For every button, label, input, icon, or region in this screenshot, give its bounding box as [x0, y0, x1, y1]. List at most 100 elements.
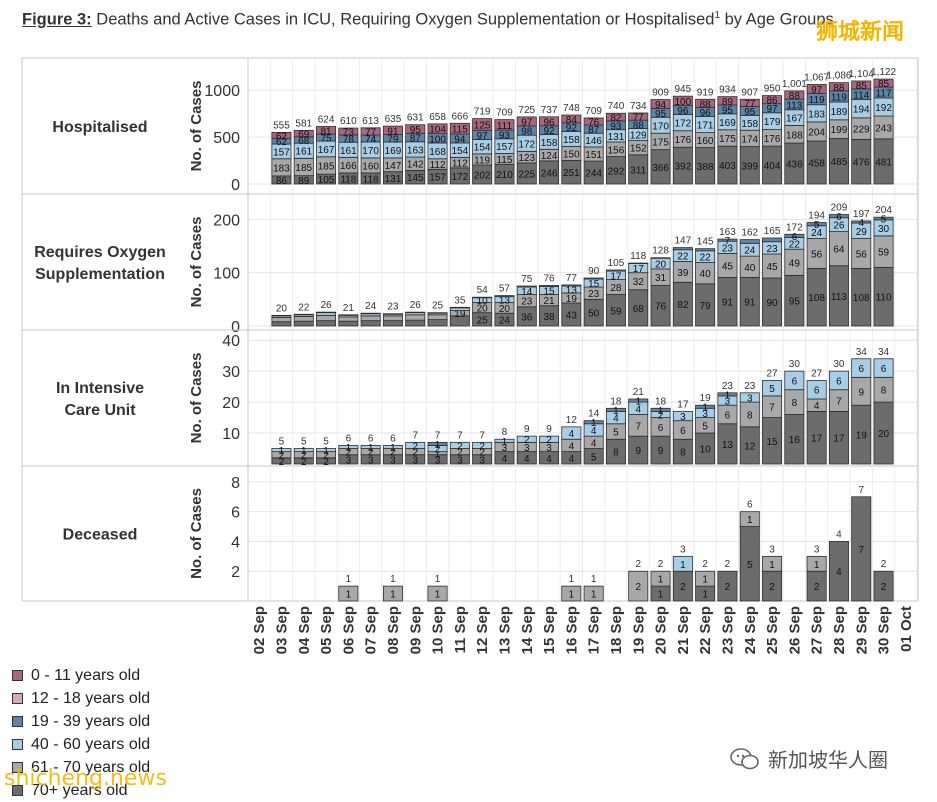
segment-label: 19 [454, 309, 466, 320]
total-label: 105 [608, 258, 625, 269]
bar-segment [605, 112, 626, 122]
bar-segment [561, 284, 582, 287]
segment-label: 3 [479, 455, 485, 466]
segment-label: 481 [875, 157, 892, 168]
bar-segment [338, 314, 359, 316]
segment-label: 156 [608, 145, 625, 156]
total-label: 5 [323, 437, 329, 448]
segment-label: 108 [853, 293, 870, 304]
brand-watermark-bottom-left: shicheng.news [4, 766, 167, 791]
segment-label: 38 [543, 312, 555, 323]
total-label: 75 [521, 274, 533, 285]
brand-watermark-text: 新加坡华人圈 [768, 748, 888, 772]
segment-label: 4 [635, 404, 641, 415]
segment-label: 192 [875, 103, 892, 114]
segment-label: 16 [789, 435, 801, 446]
total-label: 1 [435, 574, 441, 585]
bar-segment [739, 98, 760, 107]
total-label: 34 [878, 347, 890, 358]
bar-segment [382, 125, 403, 136]
total-label: 6 [346, 433, 352, 444]
segment-label: 26 [833, 221, 845, 232]
bar-segment [516, 116, 537, 127]
segment-label: 8 [881, 386, 887, 397]
x-tick-label: 01 Oct [898, 606, 915, 652]
x-tick-label: 04 Sep [296, 606, 313, 654]
total-label: 20 [276, 303, 288, 314]
segment-label: 404 [764, 161, 781, 172]
segment-label: 151 [585, 150, 602, 161]
bar-segment [405, 319, 426, 327]
segment-label: 5 [881, 215, 887, 226]
total-label: 34 [856, 347, 868, 358]
bar-segment [360, 312, 381, 315]
total-label: 3 [680, 544, 686, 555]
bar-segment [717, 570, 738, 602]
total-label: 6 [390, 433, 396, 444]
segment-label: 3 [457, 455, 463, 466]
bar-segment [583, 277, 604, 280]
segment-label: 21 [543, 296, 555, 307]
segment-label: 9 [635, 446, 641, 457]
total-label: 7 [412, 430, 418, 441]
bar-segment [762, 555, 783, 572]
bar-segment [784, 370, 805, 391]
total-label: 165 [764, 226, 781, 237]
segment-label: 1 [658, 590, 664, 601]
segment-label: 3 [368, 455, 374, 466]
segment-label: 95 [789, 297, 801, 308]
total-label: 1 [390, 574, 396, 585]
y-tick-label: 0 [231, 319, 240, 336]
segment-label: 1 [279, 446, 285, 457]
segment-label: 1 [747, 515, 753, 526]
segment-label: 22 [789, 239, 801, 250]
x-tick-label: 18 Sep [608, 606, 625, 654]
segment-label: 185 [295, 163, 312, 174]
bar-segment [650, 257, 671, 259]
segment-label: 4 [569, 441, 575, 452]
segment-label: 163 [407, 145, 424, 156]
segment-label: 14 [521, 287, 533, 298]
total-label: 147 [675, 236, 692, 247]
segment-label: 172 [675, 119, 692, 130]
bar-segment [828, 82, 849, 92]
segment-label: 23 [722, 243, 734, 254]
segment-label: 77 [365, 127, 377, 138]
segment-label: 23 [588, 289, 600, 300]
segment-label: 1 [591, 418, 597, 429]
segment-label: 96 [700, 108, 712, 119]
segment-label: 88 [633, 120, 645, 131]
legend-label: 70+ years old [31, 781, 128, 799]
segment-label: 92 [566, 123, 578, 134]
total-label: 748 [563, 103, 580, 114]
bar-segment [695, 248, 716, 252]
segment-label: 9 [658, 446, 664, 457]
segment-label: 292 [608, 166, 625, 177]
segment-label: 1 [814, 560, 820, 571]
segment-label: 2 [301, 451, 307, 462]
segment-label: 8 [613, 448, 619, 459]
total-label: 17 [677, 399, 689, 410]
segment-label: 24 [744, 246, 756, 257]
total-label: 945 [675, 84, 692, 95]
segment-label: 158 [563, 135, 580, 146]
segment-label: 119 [474, 155, 490, 166]
total-label: 631 [407, 113, 424, 124]
total-label: 5 [279, 437, 285, 448]
total-label: 737 [541, 105, 558, 116]
total-label: 709 [496, 108, 513, 119]
segment-label: 15 [543, 287, 555, 298]
legend-swatch [12, 739, 23, 750]
total-label: 57 [499, 284, 511, 295]
total-label: 90 [588, 266, 600, 277]
segment-label: 1 [591, 590, 597, 601]
panel-label: Deceased [63, 527, 138, 544]
total-label: 23 [387, 302, 399, 313]
total-label: 77 [566, 273, 578, 284]
bar-segment [360, 320, 381, 327]
bar-segment [293, 448, 314, 453]
segment-label: 4 [814, 401, 820, 412]
bar-segment [539, 116, 560, 127]
segment-label: 2 [769, 582, 775, 593]
segment-label: 17 [610, 271, 622, 282]
